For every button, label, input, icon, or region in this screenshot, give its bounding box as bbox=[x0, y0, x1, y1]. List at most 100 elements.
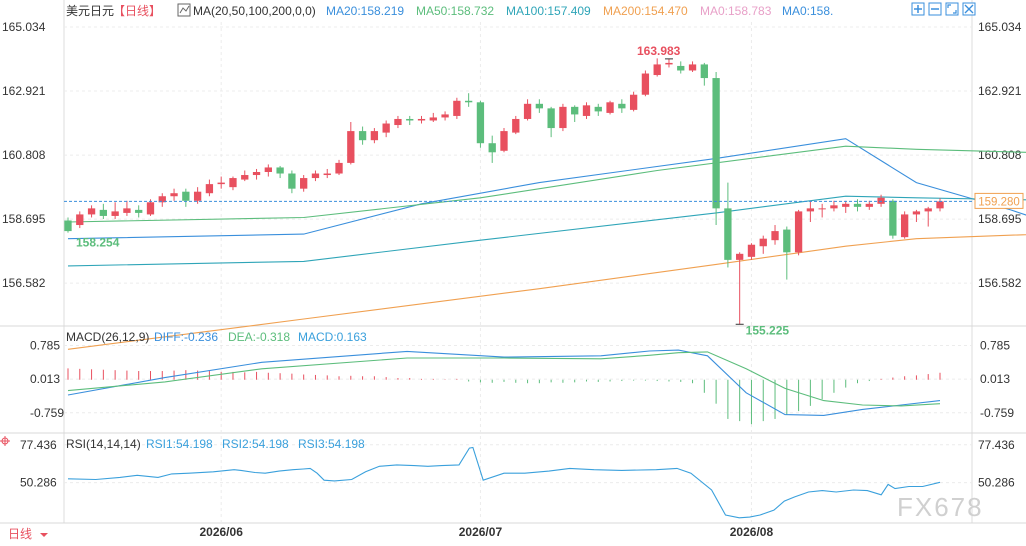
candle-body bbox=[794, 211, 803, 253]
candle bbox=[382, 120, 390, 138]
candle-body bbox=[900, 214, 909, 238]
candle bbox=[429, 112, 437, 122]
rsi-tick-left: 50.286 bbox=[20, 476, 57, 490]
candle-body bbox=[924, 208, 932, 212]
candle-body bbox=[429, 117, 437, 121]
candle bbox=[335, 159, 343, 176]
rsi1-value: RSI1:54.198 bbox=[146, 437, 213, 451]
candle-body bbox=[606, 102, 614, 113]
expand-icon[interactable] bbox=[945, 2, 959, 16]
candle bbox=[535, 99, 544, 113]
candle bbox=[135, 205, 143, 218]
candle-body bbox=[111, 211, 119, 216]
candle bbox=[606, 100, 614, 115]
price-tick-right: 160.808 bbox=[978, 148, 1022, 162]
candle-body bbox=[406, 118, 414, 121]
candle bbox=[146, 199, 155, 216]
rsi-legend: RSI(14,14,14) RSI1:54.198 RSI2:54.198 RS… bbox=[0, 436, 365, 451]
period-label[interactable]: 【日线】 bbox=[113, 4, 161, 18]
candle-body bbox=[535, 103, 544, 109]
candle bbox=[500, 128, 508, 153]
ma20-value: MA20:158.219 bbox=[326, 4, 404, 18]
candle-body bbox=[323, 173, 331, 176]
macd-axis: 0.785 0.785 0.013 0.013 -0.759 -0.759 bbox=[30, 339, 1014, 420]
candle bbox=[464, 93, 473, 107]
zoom-out-icon[interactable] bbox=[928, 2, 942, 16]
x-axis: 2026/06 2026/07 2026/08 bbox=[199, 525, 773, 539]
candle bbox=[665, 58, 673, 68]
macd-tick-left: -0.759 bbox=[30, 406, 64, 420]
candle-body bbox=[889, 200, 897, 236]
candle-body bbox=[594, 106, 602, 112]
candle bbox=[842, 200, 850, 213]
candle bbox=[193, 187, 202, 204]
main-legend: 美元日元 【日线】 MA(20,50,100,200,0,0) MA20:158… bbox=[66, 3, 833, 18]
candle bbox=[877, 194, 885, 207]
candle-body bbox=[335, 162, 343, 174]
candle-body bbox=[488, 143, 496, 153]
candle-body bbox=[264, 167, 272, 172]
candle bbox=[347, 122, 355, 165]
candle bbox=[406, 115, 414, 126]
candle-body bbox=[382, 123, 390, 133]
candle-body bbox=[712, 78, 720, 209]
candle bbox=[806, 200, 815, 222]
candle-body bbox=[653, 64, 661, 76]
rsi2-value: RSI2:54.198 bbox=[222, 437, 289, 451]
candle bbox=[182, 188, 190, 207]
candle-body bbox=[724, 208, 732, 260]
candle bbox=[700, 62, 708, 86]
current-price-label: 159.280 bbox=[978, 196, 1020, 208]
candle bbox=[394, 115, 402, 129]
candle bbox=[488, 135, 496, 163]
candle bbox=[417, 115, 426, 124]
macd-hist-value: MACD:0.163 bbox=[298, 330, 367, 344]
candle bbox=[594, 103, 602, 116]
candle bbox=[158, 193, 166, 207]
period-badge[interactable]: 日线 bbox=[0, 525, 60, 541]
rsi-label: RSI(14,14,14) bbox=[66, 437, 141, 451]
macd-tick-left: 0.785 bbox=[30, 339, 60, 353]
candle-body bbox=[453, 100, 461, 116]
candle bbox=[476, 100, 485, 148]
candle-body bbox=[877, 197, 885, 204]
candle-body bbox=[347, 131, 355, 163]
candle bbox=[724, 182, 732, 268]
candle bbox=[641, 70, 650, 97]
close-icon[interactable] bbox=[962, 2, 976, 16]
ma200-value: MA200:154.470 bbox=[603, 4, 688, 18]
candle bbox=[99, 203, 108, 219]
watermark: FX678 bbox=[897, 492, 984, 522]
candle bbox=[853, 199, 862, 212]
macd-diff-line bbox=[67, 349, 941, 416]
zoom-in-icon[interactable] bbox=[911, 2, 925, 16]
candle bbox=[123, 200, 131, 216]
candle bbox=[264, 164, 272, 177]
candle-body bbox=[512, 118, 520, 133]
candle bbox=[241, 170, 249, 182]
candle-body bbox=[464, 100, 473, 103]
ma-label: MA(20,50,100,200,0,0) bbox=[193, 4, 316, 18]
crosshair-icon[interactable] bbox=[0, 436, 10, 446]
candle bbox=[453, 97, 461, 119]
macd-diff-value: DIFF:-0.236 bbox=[154, 330, 218, 344]
candle-body bbox=[700, 64, 708, 79]
indicator-settings-icon[interactable] bbox=[177, 3, 191, 17]
candle-body bbox=[99, 209, 108, 216]
candle bbox=[523, 99, 532, 121]
candle-body bbox=[618, 103, 626, 109]
candle bbox=[441, 111, 449, 121]
price-tick-left: 162.921 bbox=[2, 84, 46, 98]
candle bbox=[252, 168, 261, 180]
candle bbox=[783, 226, 791, 280]
candlesticks bbox=[64, 58, 944, 325]
price-tick-left: 156.582 bbox=[2, 276, 46, 290]
candle-body bbox=[783, 229, 791, 253]
candle-body bbox=[818, 208, 826, 210]
price-tick-right: 158.695 bbox=[978, 212, 1022, 226]
rsi-axis: 77.436 77.436 50.286 50.286 bbox=[20, 438, 1015, 490]
candle-body bbox=[288, 173, 296, 189]
candle-body bbox=[193, 191, 202, 201]
